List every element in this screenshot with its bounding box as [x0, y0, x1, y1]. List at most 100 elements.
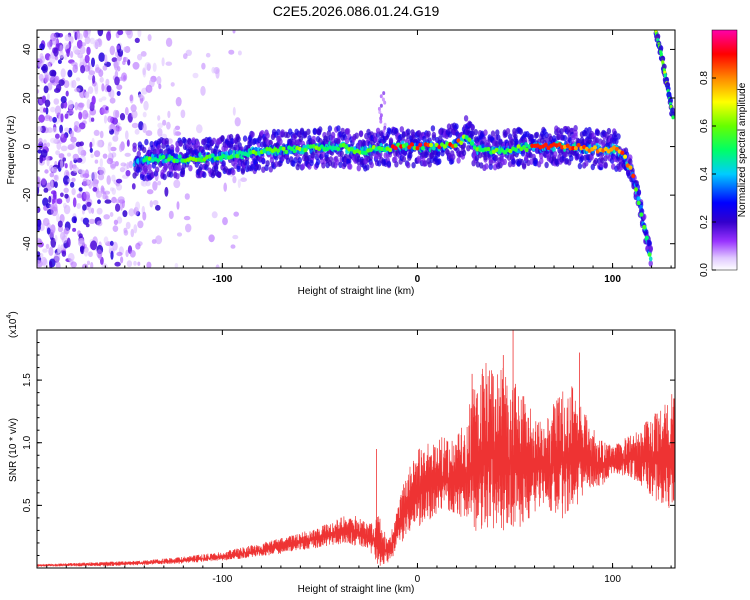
noise-blob [82, 109, 89, 120]
noise-blob [112, 117, 118, 125]
noise-blob [70, 51, 74, 58]
trace-halo [217, 171, 222, 178]
trace-core [407, 145, 412, 150]
colorbar-tick-label: 0.6 [699, 119, 710, 133]
noise-blob [72, 45, 78, 54]
noise-blob [89, 141, 93, 149]
trace-bump [379, 113, 383, 118]
trace-halo [162, 173, 167, 181]
noise-blob [77, 52, 84, 59]
noise-blob [232, 30, 236, 34]
trace-halo [490, 130, 496, 137]
svg-text:(x104): (x104) [6, 311, 19, 338]
noise-blob [89, 37, 95, 45]
noise-blob [99, 166, 106, 176]
trace-halo [451, 153, 456, 161]
noise-blob [93, 129, 100, 136]
noise-blob [38, 73, 44, 81]
trace-core [494, 147, 499, 153]
y-tick-label: -40 [22, 236, 33, 251]
branch-halo [661, 63, 667, 70]
noise-blob [162, 119, 167, 126]
noise-blob [94, 159, 99, 164]
noise-blob [67, 99, 74, 110]
spectrogram-x-ticks: -100 0 100 [46, 30, 672, 285]
y-tick-label: 0.5 [22, 498, 33, 512]
x-tick-label: -100 [212, 274, 232, 285]
noise-blob [71, 79, 77, 89]
snr-x-ticks: -100 0 100 [46, 330, 672, 585]
noise-blob [56, 212, 60, 223]
colorbar-tick-label: 0.8 [699, 71, 710, 85]
trace-core [284, 149, 289, 155]
noise-blob [117, 30, 124, 36]
trace-bump [381, 97, 385, 102]
trace-core [420, 146, 425, 151]
noise-blob [126, 139, 130, 147]
trace-core [177, 154, 182, 159]
noise-blob [63, 80, 70, 89]
noise-blob [67, 252, 75, 262]
noise-blob [130, 228, 135, 238]
noise-blob [174, 262, 179, 268]
noise-blob [215, 264, 220, 268]
trace-halo [318, 126, 323, 133]
trace-core [628, 165, 633, 170]
noise-blob [120, 256, 124, 264]
trace-bump [378, 110, 382, 115]
trace-halo [345, 128, 351, 135]
trace-halo [388, 137, 394, 144]
noise-blob [103, 115, 108, 124]
branch-halo [668, 97, 673, 104]
noise-blob [128, 208, 135, 217]
noise-blob [167, 110, 171, 119]
trace-halo [473, 129, 478, 136]
trace-halo [475, 161, 481, 168]
noise-blob [131, 122, 139, 129]
trace-core [412, 145, 417, 151]
noise-blob [124, 107, 129, 116]
noise-blob [78, 237, 85, 248]
noise-blob [90, 171, 98, 180]
noise-blob [125, 30, 132, 36]
trace-halo [154, 166, 160, 173]
noise-blob [81, 42, 87, 47]
noise-blob [66, 152, 72, 157]
trace-halo [298, 135, 304, 143]
trace-halo [573, 125, 578, 132]
noise-blob [175, 96, 182, 107]
noise-blob [60, 131, 64, 138]
trace-halo [211, 170, 217, 177]
trace-bump [377, 106, 381, 111]
noise-blob [74, 101, 79, 111]
noise-blob [78, 187, 83, 192]
noise-blob [72, 166, 79, 173]
spectrogram-frame [36, 29, 676, 269]
noise-blob [81, 263, 89, 268]
noise-blob [83, 247, 89, 257]
trace-halo [387, 128, 393, 135]
noise-blob [54, 234, 58, 243]
noise-blob [88, 70, 96, 76]
trace-halo [520, 150, 526, 157]
noise-blob [152, 200, 159, 206]
noise-blob [88, 218, 96, 224]
noise-blob [98, 98, 103, 103]
trace-core [281, 146, 286, 151]
trace-halo [356, 165, 361, 172]
trace-core [614, 146, 619, 152]
noise-blob [200, 85, 206, 96]
noise-blob [63, 187, 69, 193]
noise-blob [133, 224, 138, 234]
trace-halo [198, 163, 204, 171]
noise-blob [60, 159, 64, 169]
trace-core [404, 142, 409, 147]
noise-blob [106, 175, 111, 185]
trace-halo [505, 128, 511, 135]
trace-halo [230, 137, 235, 145]
noise-blob [64, 54, 68, 61]
noise-blob [132, 61, 140, 70]
trace-halo [335, 159, 340, 166]
noise-blob [144, 61, 152, 71]
noise-blob [146, 261, 152, 268]
